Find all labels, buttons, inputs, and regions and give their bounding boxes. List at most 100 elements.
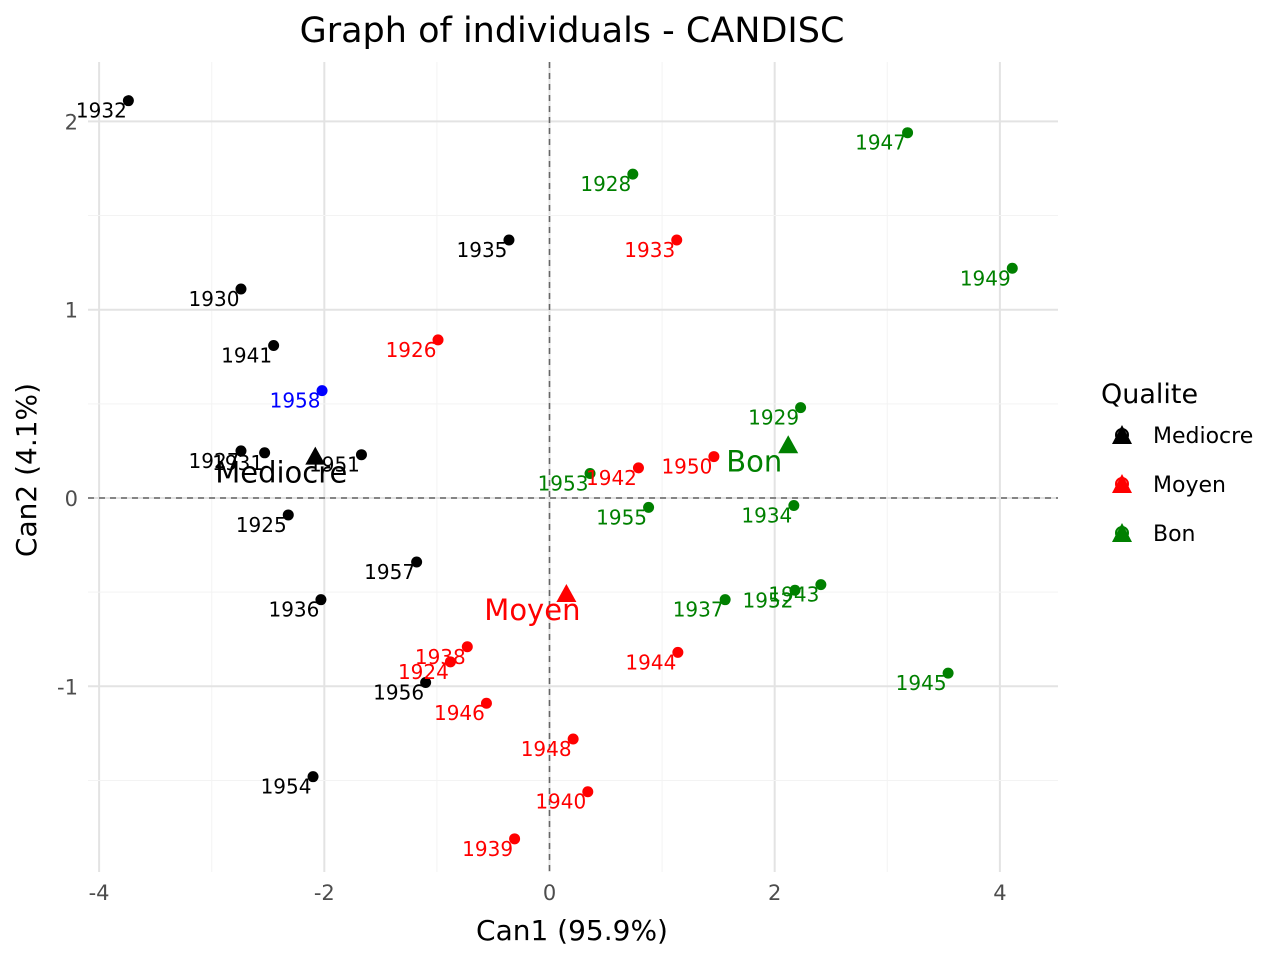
data-label: 1925 <box>236 513 287 537</box>
data-point <box>461 641 473 653</box>
data-label: 1957 <box>364 560 415 584</box>
data-point <box>432 334 444 346</box>
centroid-label: Bon <box>726 444 782 478</box>
data-point <box>268 339 280 351</box>
data-label: 1956 <box>373 681 424 705</box>
data-label: 1928 <box>580 172 631 196</box>
data-point <box>1006 262 1018 274</box>
data-point <box>788 500 800 512</box>
y-tick-label: 0 <box>65 487 78 511</box>
data-point <box>567 733 579 745</box>
legend-key-point <box>1115 428 1129 442</box>
data-label: 1940 <box>535 790 586 814</box>
legend-entry-label: Bon <box>1153 522 1196 547</box>
data-label: 1943 <box>768 583 819 607</box>
x-axis-title: Can1 (95.9%) <box>476 914 668 947</box>
data-label: 1944 <box>625 650 676 674</box>
legend: Qualite Mediocre Moyen Bon <box>1101 379 1253 547</box>
data-point <box>942 667 954 679</box>
data-label: 1950 <box>661 455 712 479</box>
data-point <box>708 451 720 463</box>
centroid-label: Mediocre <box>215 456 347 490</box>
axis-ticks: -4 -2 0 2 4 -1 0 1 2 <box>57 110 1007 905</box>
y-tick-label: -1 <box>57 675 78 699</box>
data-label: 1955 <box>596 505 647 529</box>
legend-entry-label: Moyen <box>1153 473 1226 498</box>
x-tick-label: 2 <box>768 881 781 905</box>
data-label: 1945 <box>896 671 947 695</box>
data-point <box>503 234 515 246</box>
y-tick-label: 1 <box>65 299 78 323</box>
data-point <box>411 556 423 568</box>
x-tick-label: -2 <box>314 881 335 905</box>
centroid-marker <box>778 435 799 454</box>
reference-lines <box>88 62 1058 872</box>
data-label: 1929 <box>748 406 799 430</box>
data-points <box>122 95 1018 845</box>
data-point <box>235 283 247 295</box>
data-point <box>582 786 594 798</box>
y-axis-title: Can2 (4.1%) <box>10 383 43 557</box>
data-label: 1936 <box>268 598 319 622</box>
data-point <box>444 656 456 668</box>
legend-entry-label: Mediocre <box>1153 424 1253 449</box>
legend-key-point <box>1115 477 1129 491</box>
data-label: 1926 <box>386 338 437 362</box>
centroid-label: Moyen <box>484 593 580 627</box>
legend-key-point <box>1115 526 1129 540</box>
data-label: 1948 <box>521 737 572 761</box>
data-label: 1958 <box>270 389 321 413</box>
centroid-marker <box>556 584 577 603</box>
x-tick-label: -4 <box>89 881 110 905</box>
data-point <box>282 509 294 521</box>
data-point <box>480 697 492 709</box>
centroid-markers: Mediocre Moyen Bon <box>215 435 799 627</box>
data-label: 1939 <box>462 837 513 861</box>
data-label: 1954 <box>261 775 312 799</box>
data-label: 1935 <box>457 238 508 262</box>
data-point <box>671 234 683 246</box>
data-label: 1937 <box>673 598 724 622</box>
data-label: 1946 <box>434 701 485 725</box>
data-point <box>902 127 914 139</box>
data-point <box>584 468 596 480</box>
data-label: 1931 <box>212 451 263 475</box>
data-label: 1933 <box>624 238 675 262</box>
data-label: 1952 <box>743 588 794 612</box>
data-point <box>789 584 801 596</box>
data-label: 1949 <box>960 266 1011 290</box>
data-label: 1938 <box>415 645 466 669</box>
data-point <box>355 449 367 461</box>
data-point <box>122 95 134 107</box>
data-point <box>627 168 639 180</box>
data-point <box>316 385 328 397</box>
x-tick-label: 0 <box>543 881 556 905</box>
data-point <box>672 646 684 658</box>
data-point <box>632 462 644 474</box>
data-label: 1941 <box>221 343 272 367</box>
data-point <box>509 833 521 845</box>
data-point <box>815 579 827 591</box>
data-point <box>420 677 432 689</box>
data-label: 1930 <box>189 287 240 311</box>
legend-title: Qualite <box>1101 379 1198 410</box>
data-label: 1953 <box>538 472 589 496</box>
data-label: 1924 <box>398 660 449 684</box>
data-label: 1927 <box>189 449 240 473</box>
data-label: 1942 <box>586 466 637 490</box>
centroid-marker <box>305 446 326 465</box>
y-tick-label: 2 <box>65 110 78 134</box>
data-point <box>315 594 327 606</box>
data-point <box>307 771 319 783</box>
data-label: 1947 <box>855 131 906 155</box>
data-point <box>795 402 807 414</box>
data-point <box>235 445 247 457</box>
data-point <box>719 594 731 606</box>
data-point <box>259 447 271 459</box>
chart-title: Graph of individuals - CANDISC <box>300 11 845 51</box>
data-label: 1934 <box>741 504 792 528</box>
data-point <box>643 501 655 513</box>
